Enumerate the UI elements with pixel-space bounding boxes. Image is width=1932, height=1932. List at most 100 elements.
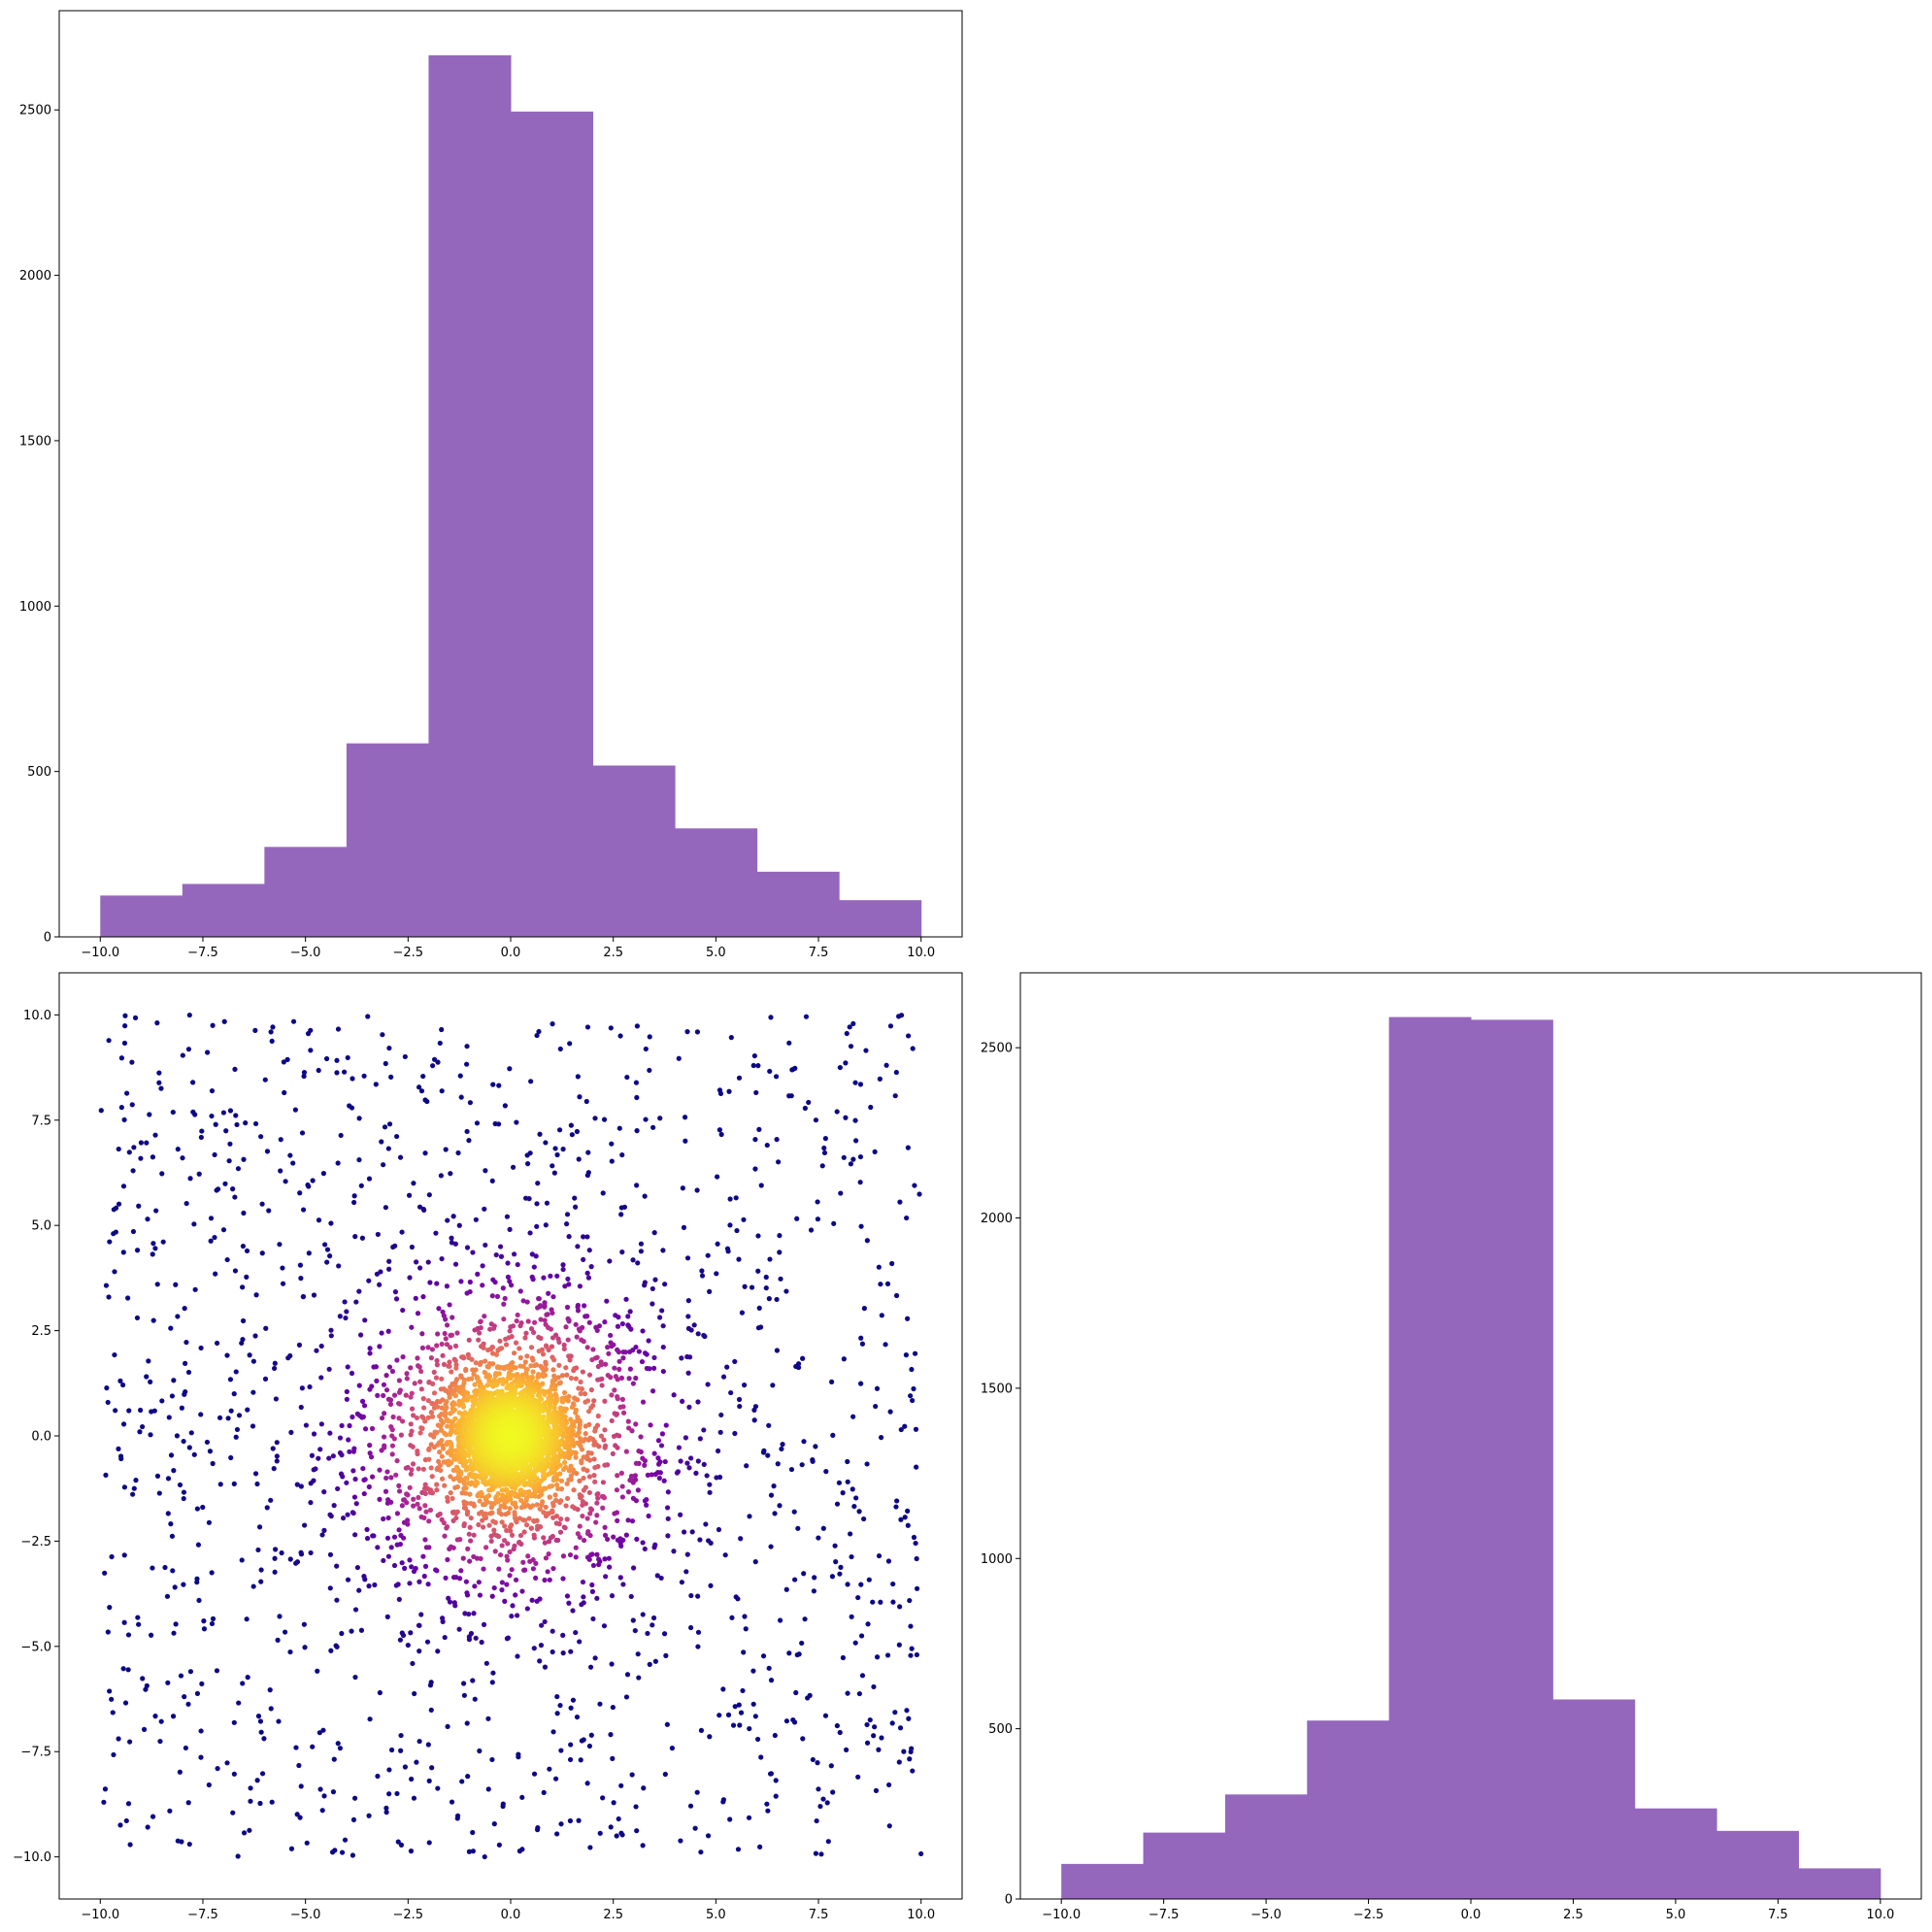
scatter-point: [815, 1760, 820, 1766]
scatter-point: [525, 1161, 531, 1167]
scatter-point: [326, 1366, 332, 1372]
scatter-point: [566, 1282, 572, 1287]
scatter-point: [215, 1765, 220, 1772]
scatter-point: [409, 1564, 415, 1570]
scatter-point: [404, 1376, 410, 1382]
scatter-point: [609, 1593, 616, 1599]
scatter-point: [751, 1417, 757, 1423]
scatter-point: [478, 1489, 484, 1495]
scatter-point: [695, 1593, 701, 1599]
scatter-point: [438, 1173, 444, 1179]
scatter-point: [443, 1575, 449, 1581]
scatter-point: [530, 1503, 536, 1509]
scatter-point: [560, 1576, 566, 1582]
scatter-point: [568, 1473, 574, 1479]
scatter-point: [383, 1810, 389, 1815]
scatter-point: [617, 1575, 623, 1581]
scatter-point: [605, 1372, 611, 1379]
scatter-point: [615, 1517, 620, 1523]
scatter-point: [240, 1284, 246, 1290]
scatter-point: [874, 1654, 881, 1660]
scatter-point: [424, 1639, 431, 1645]
scatter-point: [160, 1239, 166, 1245]
scatter-point: [649, 1472, 654, 1478]
scatter-point: [431, 1369, 437, 1376]
scatter-point: [470, 1849, 476, 1854]
scatter-point: [628, 1473, 635, 1480]
scatter-point: [590, 1562, 597, 1569]
scatter-point: [369, 1425, 376, 1432]
scatter-point: [335, 1741, 341, 1747]
scatter-point: [461, 1692, 467, 1698]
scatter-point: [302, 1645, 308, 1650]
scatter-point: [587, 1664, 594, 1670]
scatter-point: [393, 1133, 400, 1140]
scatter-point: [480, 1524, 486, 1530]
scatter-point: [633, 1460, 640, 1466]
scatter-point: [588, 1551, 594, 1558]
scatter-point: [680, 1185, 685, 1191]
scatter-point: [544, 1312, 550, 1317]
scatter-point: [720, 1797, 727, 1803]
scatter-point: [131, 1485, 137, 1491]
scatter-point: [515, 1261, 520, 1268]
scatter-point: [228, 1454, 234, 1461]
scatter-point: [503, 1461, 509, 1468]
scatter-point: [464, 1061, 470, 1067]
scatter-point: [824, 1800, 830, 1806]
scatter-point: [560, 1553, 567, 1559]
scatter-point: [753, 1089, 759, 1096]
scatter-point: [388, 1545, 394, 1550]
scatter-point: [890, 1599, 896, 1605]
scatter-point: [902, 1423, 908, 1429]
scatter-point: [314, 1348, 319, 1353]
scatter-point: [130, 1491, 136, 1497]
scatter-point: [566, 1600, 572, 1606]
scatter-point: [422, 1503, 428, 1509]
scatter-point: [766, 1422, 772, 1428]
scatter-point: [526, 1516, 532, 1521]
scatter-point: [562, 1459, 568, 1465]
scatter-point: [746, 1815, 752, 1820]
scatter-point: [849, 1486, 855, 1492]
scatter-point: [452, 1343, 459, 1349]
scatter-point: [793, 1363, 799, 1370]
scatter-point: [317, 1447, 323, 1452]
scatter-point: [864, 1461, 870, 1467]
scatter-point: [592, 1479, 598, 1484]
scatter-point: [865, 1621, 871, 1627]
scatter-point: [541, 1510, 547, 1516]
scatter-point: [595, 1377, 601, 1382]
scatter-point: [871, 1683, 877, 1690]
scatter-point: [404, 1371, 410, 1377]
scatter-point: [568, 1649, 574, 1654]
scatter-point: [270, 1446, 276, 1451]
scatter-point: [910, 1046, 916, 1051]
scatter-point: [771, 1483, 777, 1489]
scatter-point: [772, 1732, 778, 1739]
scatter-point: [775, 1461, 781, 1467]
scatter-point: [477, 1361, 483, 1368]
scatter-point: [225, 1416, 231, 1421]
x-tick-label: 10.0: [907, 946, 935, 960]
scatter-point: [736, 1075, 743, 1081]
scatter-point: [398, 1842, 405, 1848]
scatter-point: [573, 1410, 579, 1416]
scatter-point: [243, 1120, 249, 1126]
histogram-bar: [675, 828, 758, 937]
scatter-point: [361, 1490, 367, 1497]
scatter-point: [557, 1046, 563, 1052]
scatter-point: [878, 1599, 883, 1605]
scatter-point: [614, 1833, 619, 1839]
scatter-point: [679, 1355, 684, 1361]
scatter-point: [437, 1040, 443, 1047]
scatter-point: [619, 1483, 625, 1489]
scatter-point: [502, 1103, 508, 1109]
scatter-point: [834, 1109, 840, 1115]
scatter-point: [541, 1535, 547, 1541]
scatter-point: [550, 1367, 556, 1373]
scatter-point: [463, 1490, 469, 1496]
scatter-point: [187, 1176, 193, 1182]
scatter-point: [548, 1326, 554, 1332]
scatter-point: [550, 1515, 556, 1520]
